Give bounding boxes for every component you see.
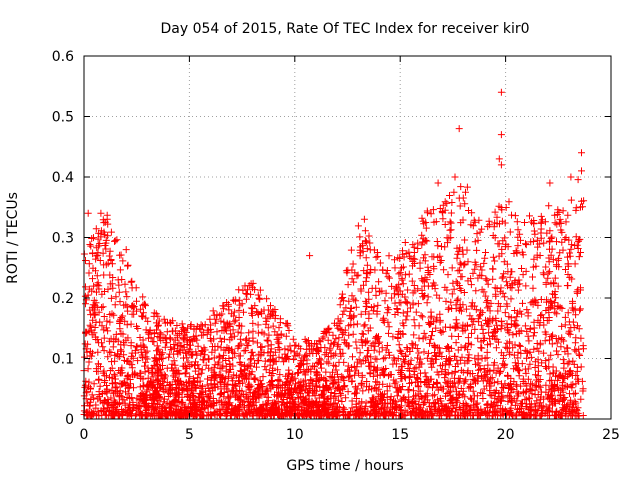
scatter-markers [80,88,588,420]
y-tick-label: 0.2 [52,291,74,307]
x-tick-label: 10 [286,427,304,443]
y-tick-label: 0.1 [52,352,74,368]
x-tick-label: 0 [80,427,89,443]
x-tick-label: 20 [497,427,515,443]
chart-title: Day 054 of 2015, Rate Of TEC Index for r… [160,21,529,37]
x-tick-label: 5 [185,427,194,443]
y-tick-label: 0.3 [52,231,74,247]
y-tick-label: 0.5 [52,110,74,126]
y-axis-label: ROTI / TECUs [5,192,21,284]
y-tick-label: 0 [65,412,74,428]
x-tick-label: 15 [391,427,409,443]
axis-ticks: 0 5 10 15 20 25 0 0.1 0.2 0.3 0.4 0.5 0.6 [52,49,620,443]
x-tick-label: 25 [602,427,620,443]
y-tick-label: 0.4 [52,170,74,186]
data-points [80,88,588,420]
x-axis-label: GPS time / hours [286,458,403,474]
grid-lines [84,56,611,419]
y-tick-label: 0.6 [52,49,74,65]
